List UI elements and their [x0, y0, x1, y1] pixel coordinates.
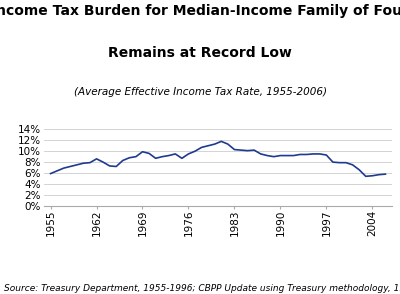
Text: (Average Effective Income Tax Rate, 1955-2006): (Average Effective Income Tax Rate, 1955…	[74, 87, 326, 97]
Text: Remains at Record Low: Remains at Record Low	[108, 46, 292, 60]
Text: Source: Treasury Department, 1955-1996; CBPP Update using Treasury methodology, : Source: Treasury Department, 1955-1996; …	[4, 283, 400, 293]
Text: Income Tax Burden for Median-Income Family of Four: Income Tax Burden for Median-Income Fami…	[0, 4, 400, 19]
